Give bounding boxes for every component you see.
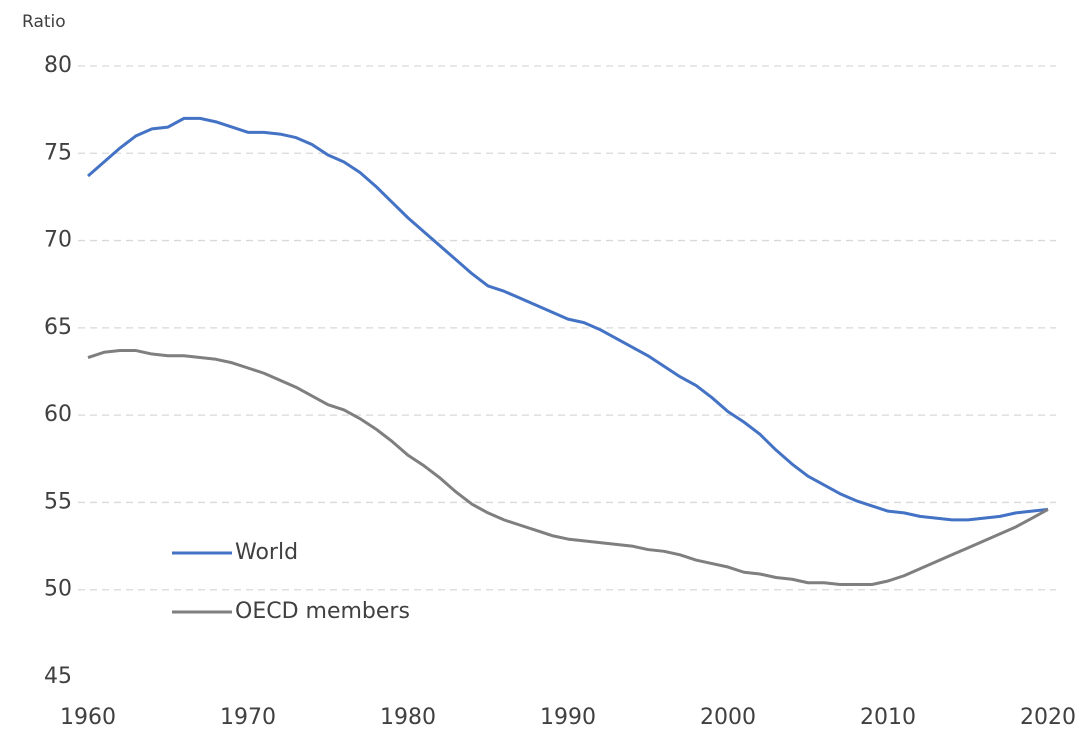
x-tick-label: 2000 — [700, 705, 756, 730]
legend-label: OECD members — [235, 599, 410, 624]
x-tick-label: 1960 — [60, 705, 116, 730]
y-tick-label: 45 — [44, 664, 72, 689]
x-tick-label: 1990 — [540, 705, 596, 730]
x-tick-label: 1980 — [380, 705, 436, 730]
y-tick-label: 55 — [44, 489, 72, 514]
x-tick-label: 2010 — [860, 705, 916, 730]
y-tick-label: 75 — [44, 140, 72, 165]
y-tick-label: 80 — [44, 53, 72, 78]
x-tick-label: 2020 — [1020, 705, 1076, 730]
y-tick-label: 60 — [44, 402, 72, 427]
x-tick-label: 1970 — [220, 705, 276, 730]
y-tick-label: 50 — [44, 577, 72, 602]
y-tick-label: 70 — [44, 228, 72, 253]
y-tick-label: 65 — [44, 315, 72, 340]
y-axis-label: Ratio — [22, 12, 66, 32]
legend-label: World — [235, 540, 298, 565]
line-series — [87, 116, 1049, 522]
line-series — [87, 349, 1049, 586]
